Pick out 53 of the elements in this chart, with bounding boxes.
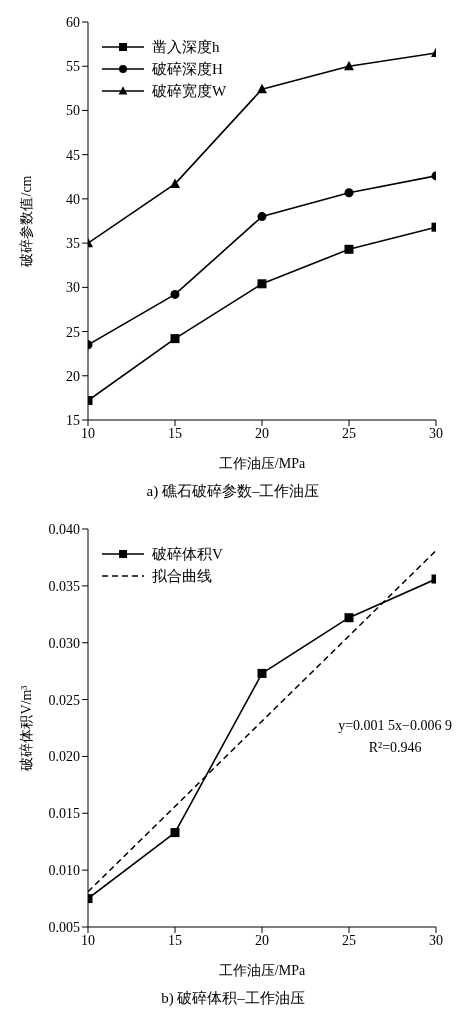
point — [170, 289, 180, 299]
point — [257, 212, 267, 222]
y-tick-label: 20 — [66, 368, 80, 384]
y-tick-label: 45 — [66, 147, 80, 163]
x-tick-label: 10 — [81, 425, 95, 441]
y-tick-label: 40 — [66, 191, 80, 207]
point — [344, 613, 354, 623]
y-tick-label: 0.030 — [48, 635, 80, 651]
y-tick-label: 60 — [66, 14, 80, 30]
legend-label: 拟合曲线 — [152, 566, 212, 586]
x-tick-label: 20 — [255, 932, 269, 948]
x-tick-label: 30 — [429, 425, 443, 441]
y-tick-label: 35 — [66, 236, 80, 252]
y-tick-label: 15 — [66, 412, 80, 428]
point — [170, 828, 180, 838]
text: a) 礁石破碎参数–工作油压 — [145, 482, 321, 501]
x-tick-label: 15 — [168, 425, 182, 441]
y-tick-label: 30 — [66, 280, 80, 296]
y-tick-label: 0.005 — [48, 919, 80, 935]
point — [257, 83, 267, 94]
y-axis-title: 破碎参数值/cm — [18, 175, 34, 268]
y-tick-label: 55 — [66, 59, 80, 75]
x-tick-label: 25 — [342, 425, 356, 441]
x-tick-label: 15 — [168, 932, 182, 948]
point — [170, 178, 180, 188]
legend-label: 破碎宽度W — [152, 81, 227, 101]
x-axis-title: 工作油压/MPa — [218, 963, 306, 978]
y-tick-label: 25 — [66, 324, 80, 340]
point — [170, 334, 180, 344]
y-tick-label: 50 — [66, 103, 80, 119]
legend-label: 破碎深度H — [152, 59, 223, 79]
y-tick-label: 0.015 — [48, 806, 80, 822]
x-tick-label: 25 — [342, 932, 356, 948]
y-tick-label: 0.035 — [48, 578, 80, 594]
point — [257, 279, 267, 289]
y-tick-label: 0.010 — [48, 863, 80, 879]
point — [344, 188, 354, 198]
point — [344, 60, 354, 71]
y-tick-label: 0.020 — [48, 749, 80, 765]
text: b) 破碎体积–工作油压 — [160, 989, 306, 1008]
y-axis-title: 破碎体积V/m³ — [18, 685, 34, 772]
legend-label: 破碎体积V — [152, 544, 223, 564]
x-tick-label: 20 — [255, 425, 269, 441]
annotation: R²=0.946 — [367, 739, 423, 757]
point — [344, 244, 354, 254]
y-tick-label: 0.025 — [48, 692, 80, 708]
annotation: y=0.001 5x−0.006 9 — [338, 717, 452, 735]
y-tick-label: 0.040 — [48, 521, 80, 537]
x-axis-title: 工作油压/MPa — [218, 456, 306, 471]
point — [257, 668, 267, 678]
legend-label: 凿入深度h — [152, 37, 220, 57]
x-tick-label: 10 — [81, 932, 95, 948]
x-tick-label: 30 — [429, 932, 443, 948]
